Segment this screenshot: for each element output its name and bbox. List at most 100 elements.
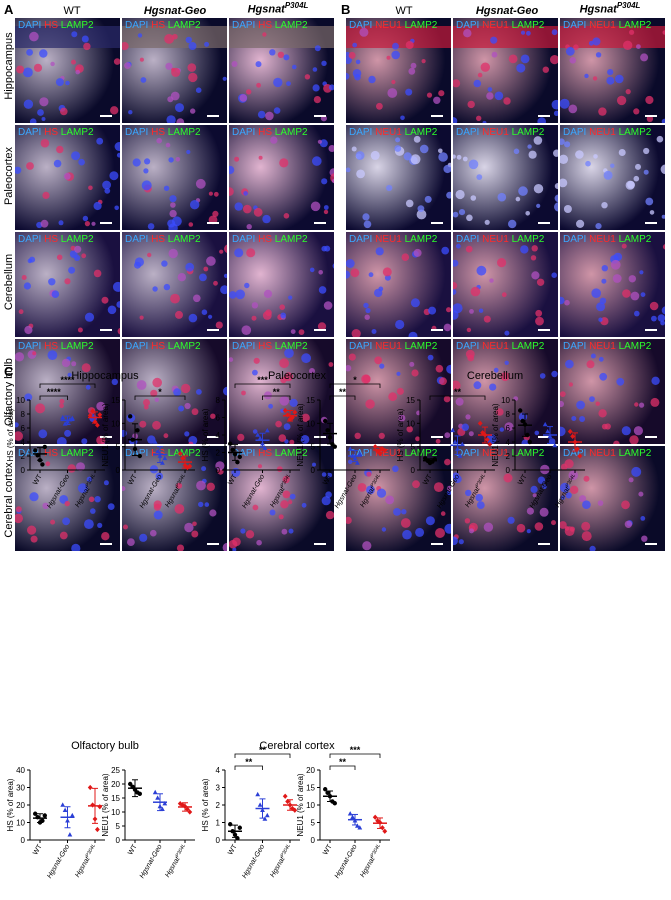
cell-nucleus (622, 289, 631, 298)
stain-marker: HS (151, 341, 168, 352)
cell-nucleus (516, 523, 526, 533)
scale-bar (538, 222, 550, 224)
cell-nucleus (583, 475, 590, 482)
cell-nucleus (382, 267, 392, 277)
data-point (287, 416, 293, 422)
cell-nucleus (29, 118, 37, 123)
cell-nucleus (144, 158, 151, 165)
cell-nucleus (621, 500, 630, 510)
stain-label: DAPI NEU1 LAMP2 (563, 448, 651, 459)
data-point (62, 807, 68, 813)
cell-nucleus (601, 423, 608, 430)
data-point (352, 455, 358, 461)
micrograph-tile: DAPI HS LAMP2 (228, 124, 335, 231)
micrograph-tile: DAPI NEU1 LAMP2 (559, 124, 666, 231)
data-point (237, 825, 242, 830)
cell-nucleus (560, 178, 568, 188)
x-tick-label: HgsnatP304L (73, 473, 98, 509)
stain-lamp2: LAMP2 (618, 127, 652, 138)
cell-nucleus (321, 178, 328, 185)
cell-nucleus (47, 350, 58, 360)
cell-nucleus (641, 535, 648, 542)
cell-nucleus (499, 427, 504, 432)
col-head-b-p304l-sup: P304L (616, 1, 641, 10)
stain-label: DAPI HS LAMP2 (232, 234, 308, 245)
cell-nucleus (39, 97, 49, 107)
cell-nucleus (104, 187, 111, 194)
stain-marker: HS (44, 234, 61, 245)
cell-nucleus (252, 504, 259, 511)
cell-nucleus (45, 461, 51, 467)
cell-nucleus (496, 408, 504, 416)
cell-nucleus (165, 62, 173, 70)
cell-nucleus (298, 329, 305, 335)
data-point (137, 453, 142, 459)
data-point (567, 428, 573, 435)
cell-nucleus (419, 144, 429, 154)
cell-nucleus (386, 55, 391, 60)
micrograph-cells (122, 377, 227, 444)
y-axis-label: HS (% of area) (396, 408, 405, 461)
x-tick-label-sup: P304L (280, 843, 293, 859)
cell-nucleus (61, 358, 71, 368)
data-point (37, 458, 43, 463)
stain-marker: HS (44, 20, 61, 31)
cell-nucleus (76, 462, 85, 472)
cell-nucleus (444, 523, 451, 534)
cell-nucleus (535, 309, 543, 317)
cell-nucleus (102, 180, 111, 190)
cell-nucleus (88, 496, 95, 503)
cell-nucleus (370, 150, 380, 160)
y-tick-label: 6 (21, 424, 26, 433)
cell-nucleus (355, 151, 365, 160)
cell-nucleus (391, 79, 396, 85)
cell-nucleus (568, 382, 573, 387)
cell-nucleus (393, 508, 401, 516)
micrograph-tile: DAPI NEU1 LAMP2 (345, 17, 452, 124)
cell-nucleus (480, 62, 490, 72)
y-tick-label: 2 (216, 801, 221, 810)
stain-label: DAPI NEU1 LAMP2 (456, 448, 544, 459)
y-tick-label: 3 (216, 784, 221, 793)
x-tick-label: HgsnatP304L (358, 843, 383, 879)
cell-nucleus (176, 118, 185, 123)
stain-lamp2: LAMP2 (167, 234, 201, 245)
cell-nucleus (280, 312, 287, 319)
cell-nucleus (470, 195, 477, 201)
cell-nucleus (493, 367, 499, 373)
cell-nucleus (184, 431, 190, 437)
cell-nucleus (141, 180, 152, 191)
cell-nucleus (630, 291, 640, 301)
cell-nucleus (282, 490, 291, 499)
cell-nucleus (191, 530, 199, 538)
cell-nucleus (37, 109, 44, 116)
cell-nucleus (175, 310, 183, 319)
data-point (33, 811, 38, 816)
data-point (262, 816, 268, 821)
x-tick-label: WT (322, 473, 334, 487)
significance-label: ** (259, 745, 267, 755)
cell-nucleus (190, 200, 200, 210)
stain-lamp2: LAMP2 (60, 341, 94, 352)
cell-nucleus (323, 205, 329, 210)
stain-marker: NEU1 (482, 20, 512, 31)
data-point (177, 451, 183, 457)
micrograph-cells (560, 459, 648, 551)
cell-nucleus (537, 117, 546, 123)
stain-lamp2: LAMP2 (274, 448, 308, 459)
cell-nucleus (220, 285, 227, 295)
cell-nucleus (56, 254, 63, 261)
cell-nucleus (245, 530, 255, 539)
cell-nucleus (178, 405, 185, 412)
cell-nucleus (592, 37, 601, 46)
data-point (87, 412, 93, 418)
cell-nucleus (438, 148, 443, 154)
micrograph-tile: DAPI HS LAMP2 (228, 338, 335, 445)
cell-nucleus (23, 99, 34, 109)
cell-nucleus (81, 35, 89, 43)
cell-nucleus (213, 191, 219, 197)
cell-nucleus (487, 87, 493, 92)
cell-nucleus (433, 482, 444, 492)
cell-nucleus (660, 164, 665, 175)
data-point (132, 446, 138, 452)
